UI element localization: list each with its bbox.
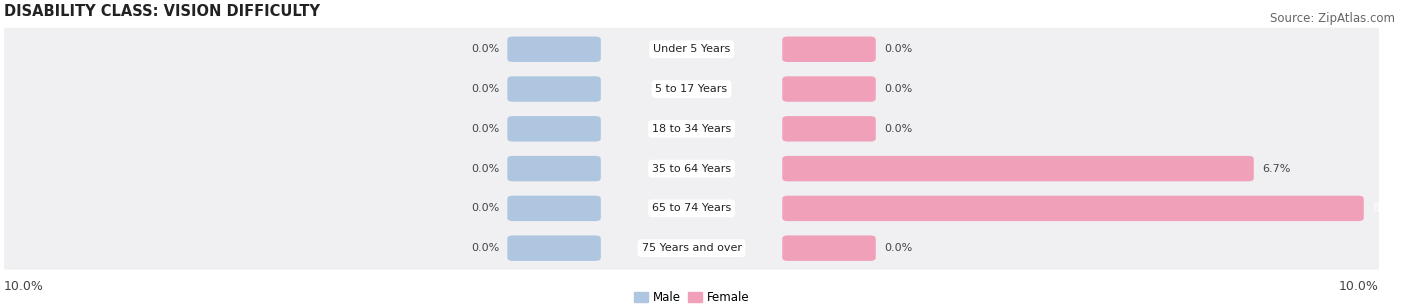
FancyBboxPatch shape: [0, 28, 1388, 71]
FancyBboxPatch shape: [782, 235, 876, 261]
FancyBboxPatch shape: [508, 37, 600, 62]
FancyBboxPatch shape: [508, 196, 600, 221]
FancyBboxPatch shape: [0, 147, 1388, 190]
Text: DISABILITY CLASS: VISION DIFFICULTY: DISABILITY CLASS: VISION DIFFICULTY: [4, 5, 321, 20]
Text: 0.0%: 0.0%: [471, 203, 499, 213]
Text: 0.0%: 0.0%: [884, 84, 912, 94]
FancyBboxPatch shape: [782, 116, 876, 142]
Text: 0.0%: 0.0%: [471, 243, 499, 253]
Text: Source: ZipAtlas.com: Source: ZipAtlas.com: [1270, 12, 1395, 25]
Text: 0.0%: 0.0%: [471, 163, 499, 174]
FancyBboxPatch shape: [508, 156, 600, 181]
Text: 35 to 64 Years: 35 to 64 Years: [652, 163, 731, 174]
FancyBboxPatch shape: [0, 68, 1388, 110]
FancyBboxPatch shape: [508, 76, 600, 102]
Text: 8.3%: 8.3%: [1372, 203, 1400, 213]
FancyBboxPatch shape: [0, 107, 1388, 150]
FancyBboxPatch shape: [508, 116, 600, 142]
Text: 0.0%: 0.0%: [884, 124, 912, 134]
Text: 65 to 74 Years: 65 to 74 Years: [652, 203, 731, 213]
FancyBboxPatch shape: [782, 76, 876, 102]
Text: 0.0%: 0.0%: [884, 243, 912, 253]
Text: 10.0%: 10.0%: [4, 280, 44, 293]
Legend: Male, Female: Male, Female: [634, 291, 749, 304]
Text: Under 5 Years: Under 5 Years: [652, 44, 730, 54]
Text: 10.0%: 10.0%: [1339, 280, 1379, 293]
FancyBboxPatch shape: [782, 196, 1364, 221]
FancyBboxPatch shape: [0, 187, 1388, 230]
FancyBboxPatch shape: [0, 227, 1388, 270]
Text: 0.0%: 0.0%: [884, 44, 912, 54]
FancyBboxPatch shape: [782, 156, 1254, 181]
Text: 18 to 34 Years: 18 to 34 Years: [652, 124, 731, 134]
Text: 6.7%: 6.7%: [1263, 163, 1291, 174]
Text: 5 to 17 Years: 5 to 17 Years: [655, 84, 727, 94]
Text: 0.0%: 0.0%: [471, 44, 499, 54]
FancyBboxPatch shape: [782, 37, 876, 62]
FancyBboxPatch shape: [508, 235, 600, 261]
Text: 0.0%: 0.0%: [471, 124, 499, 134]
Text: 0.0%: 0.0%: [471, 84, 499, 94]
Text: 75 Years and over: 75 Years and over: [641, 243, 741, 253]
